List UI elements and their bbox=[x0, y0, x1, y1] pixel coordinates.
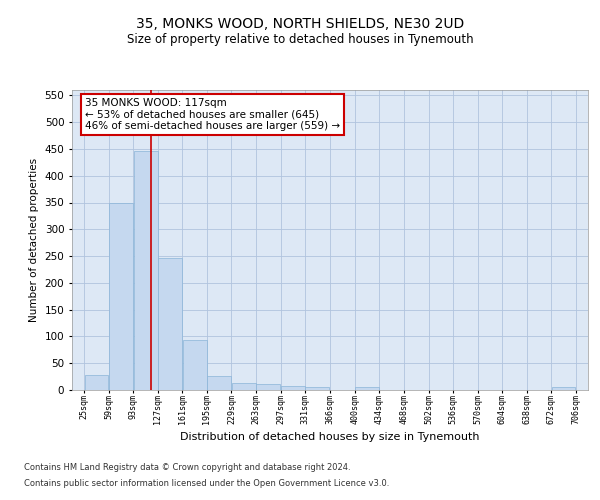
Bar bbox=[134, 150, 158, 390]
Bar bbox=[208, 376, 231, 390]
Bar bbox=[355, 388, 379, 390]
Bar bbox=[158, 258, 182, 390]
Bar bbox=[232, 382, 256, 390]
Bar bbox=[551, 388, 575, 390]
Text: 35, MONKS WOOD, NORTH SHIELDS, NE30 2UD: 35, MONKS WOOD, NORTH SHIELDS, NE30 2UD bbox=[136, 18, 464, 32]
Bar bbox=[305, 388, 329, 390]
Bar bbox=[256, 384, 280, 390]
Bar bbox=[85, 375, 109, 390]
Text: Size of property relative to detached houses in Tynemouth: Size of property relative to detached ho… bbox=[127, 32, 473, 46]
X-axis label: Distribution of detached houses by size in Tynemouth: Distribution of detached houses by size … bbox=[180, 432, 480, 442]
Text: 35 MONKS WOOD: 117sqm
← 53% of detached houses are smaller (645)
46% of semi-det: 35 MONKS WOOD: 117sqm ← 53% of detached … bbox=[85, 98, 340, 131]
Bar bbox=[281, 386, 305, 390]
Bar bbox=[183, 340, 206, 390]
Y-axis label: Number of detached properties: Number of detached properties bbox=[29, 158, 39, 322]
Bar bbox=[109, 202, 133, 390]
Text: Contains public sector information licensed under the Open Government Licence v3: Contains public sector information licen… bbox=[24, 478, 389, 488]
Text: Contains HM Land Registry data © Crown copyright and database right 2024.: Contains HM Land Registry data © Crown c… bbox=[24, 464, 350, 472]
